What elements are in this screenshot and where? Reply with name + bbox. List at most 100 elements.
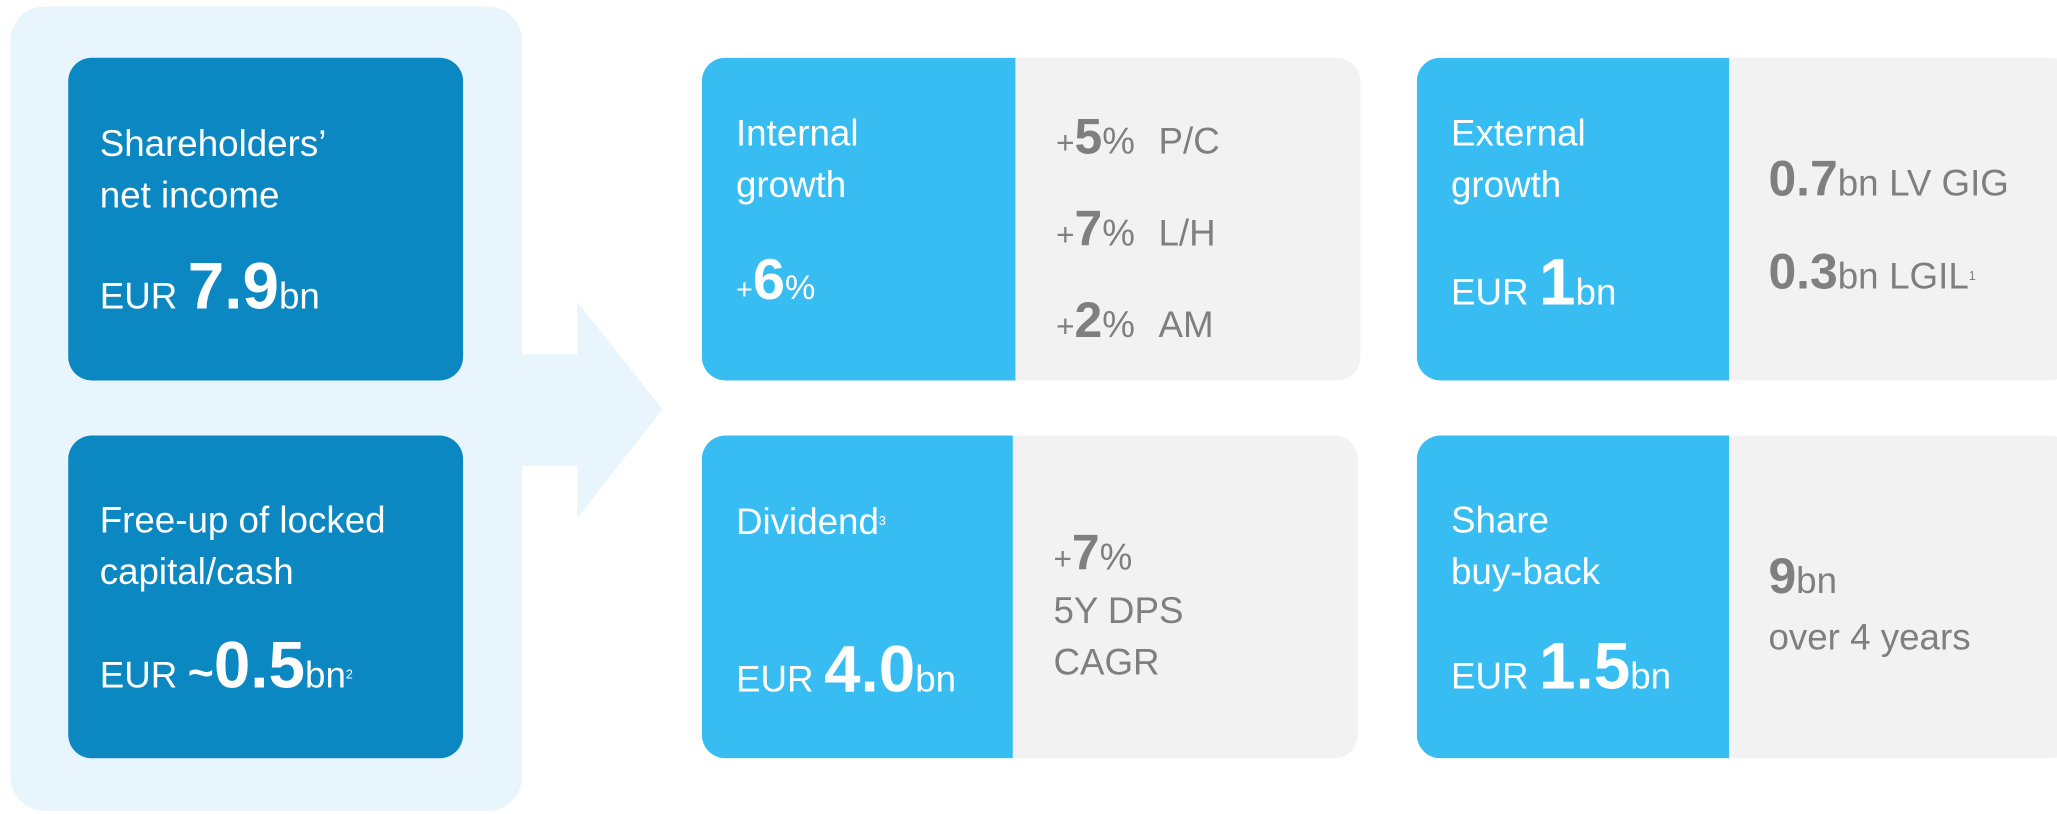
card-title: Internal — [735, 112, 859, 154]
detail-value: 5 — [1074, 110, 1103, 166]
text-row: growth — [1450, 163, 1562, 205]
unit: % — [1099, 536, 1133, 578]
headline-value: 1.5 — [1539, 629, 1631, 704]
prefix: + — [1056, 217, 1075, 254]
text-row: 0.3bn LGIL1 — [1768, 248, 1975, 298]
text-row: EUR ~0.5bn2 — [100, 632, 353, 698]
kpi-box — [68, 435, 464, 759]
footnote-ref: 2 — [345, 668, 353, 683]
text-row: EUR 1bn — [1451, 249, 1616, 315]
unit: % — [1102, 304, 1135, 346]
detail-value: 7 — [1071, 526, 1100, 582]
prefix: EUR — [1450, 655, 1529, 697]
text-row: net income — [99, 174, 280, 216]
unit: % — [784, 267, 816, 307]
prefix: EUR — [1450, 271, 1529, 313]
prefix: EUR — [735, 658, 814, 700]
text-row: 5Y DPS — [1053, 590, 1184, 632]
unit: bn — [1837, 255, 1879, 297]
text-row: Share — [1451, 502, 1549, 539]
kpi-label: Shareholders’ — [99, 123, 327, 164]
text-row: over 4 years — [1768, 619, 1970, 656]
unit: bn — [1796, 560, 1838, 601]
text-row: Dividend3 — [735, 501, 886, 542]
detail-value: 0.3 — [1768, 245, 1838, 301]
approx: ~ — [187, 648, 214, 698]
detail-label: L/H — [1158, 212, 1216, 254]
detail-value: 2 — [1074, 293, 1103, 349]
headline-value: 6 — [752, 247, 785, 313]
card-accent — [701, 435, 1013, 759]
currency: EUR — [99, 275, 178, 317]
text-row: Internal — [736, 115, 859, 152]
unit: bn — [1837, 162, 1879, 204]
detail-value: 0.7 — [1768, 152, 1838, 208]
headline-value: 4.0 — [824, 632, 916, 706]
text-row: 0.7bn LV GIG — [1768, 155, 2008, 205]
detail-label: LGIL — [1889, 255, 1969, 297]
text-row: +7% L/H — [1056, 205, 1216, 255]
text-row: +6% — [735, 251, 816, 310]
arrow — [511, 301, 663, 519]
card-title: growth — [735, 163, 847, 205]
detail-value: 9 — [1768, 549, 1797, 605]
card — [1416, 57, 2057, 381]
card-title: Share — [1450, 499, 1549, 541]
unit: % — [1102, 212, 1135, 254]
detail-note: 5Y DPS — [1053, 590, 1184, 632]
text-row: EUR 4.0bn — [736, 636, 956, 702]
detail-label: P/C — [1158, 120, 1220, 162]
detail-note: over 4 years — [1768, 616, 1971, 658]
card-title: External — [1450, 112, 1586, 154]
text-row: +5% P/C — [1056, 113, 1220, 163]
detail-value: 7 — [1074, 202, 1103, 258]
unit: % — [1102, 120, 1135, 162]
card-accent — [701, 57, 1016, 381]
text-row: capital/cash — [99, 550, 294, 592]
unit: bn — [1630, 655, 1672, 697]
text-row: growth — [735, 163, 847, 205]
card-accent — [1416, 435, 1730, 759]
detail-note: CAGR — [1053, 641, 1160, 683]
prefix: + — [1053, 541, 1072, 578]
text-row: EUR 1.5bn — [1451, 634, 1671, 700]
text-row: buy-back — [1450, 550, 1601, 592]
unit: bn — [1575, 271, 1617, 313]
footnote-ref: 1 — [1968, 269, 1976, 284]
text-row: Free-up of locked — [100, 502, 386, 539]
card — [701, 57, 1361, 381]
kpi-value: 0.5 — [213, 628, 306, 702]
text-row: +7% — [1053, 529, 1132, 579]
kpi-value: 7.9 — [187, 249, 279, 323]
text-row: +2% AM — [1056, 296, 1214, 346]
kpi-label: net income — [99, 174, 280, 216]
text-row: 9bn — [1768, 552, 1837, 602]
unit: bn — [915, 658, 957, 700]
text-row: Shareholders’ — [99, 123, 327, 164]
card-title: Dividend — [735, 501, 879, 542]
detail-label: AM — [1158, 304, 1214, 346]
headline-value: 1 — [1539, 245, 1576, 319]
unit: bn — [278, 275, 320, 317]
kpi-label: capital/cash — [99, 550, 294, 592]
prefix: + — [1056, 125, 1075, 162]
footnote-ref: 3 — [878, 514, 886, 530]
text-row: CAGR — [1053, 641, 1160, 683]
prefix: + — [735, 272, 753, 306]
text-row: EUR 7.9bn — [100, 253, 320, 319]
card-title: growth — [1450, 163, 1562, 205]
unit: bn — [305, 654, 346, 696]
detail-label: LV GIG — [1889, 162, 2009, 204]
kpi-box — [68, 57, 464, 381]
prefix: + — [1056, 309, 1075, 346]
currency: EUR — [99, 654, 178, 696]
arrow-shape — [511, 301, 663, 519]
text-row: External — [1451, 115, 1586, 152]
card-accent — [1416, 57, 1730, 381]
card — [1416, 435, 2057, 759]
kpi-label: Free-up of locked — [99, 499, 386, 541]
card-title: buy-back — [1450, 550, 1601, 592]
card — [701, 435, 1358, 759]
